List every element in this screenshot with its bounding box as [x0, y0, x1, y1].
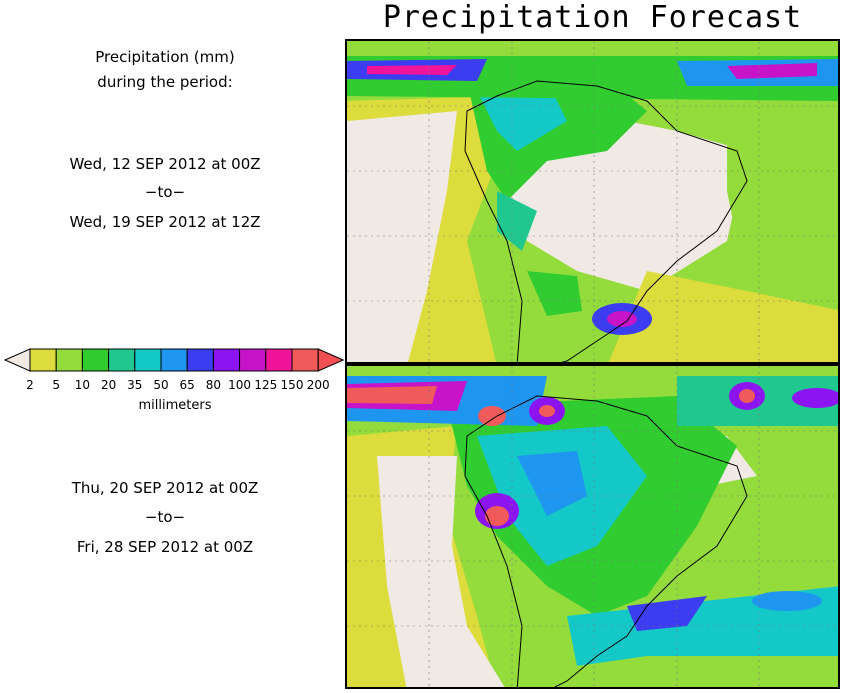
legend-swatch [186, 348, 214, 372]
legend-tick-label: 50 [153, 378, 169, 392]
forecast-map-period1 [345, 39, 840, 364]
period2-end: Fri, 28 SEP 2012 at 00Z [76, 538, 254, 556]
legend-tick-label: 125 [254, 378, 278, 392]
header-line2: during the period: [97, 73, 233, 91]
legend-tick-label: 20 [100, 378, 117, 392]
legend-swatch [81, 348, 110, 372]
legend-tick-label: 2 [26, 378, 34, 392]
period1-start: Wed, 12 SEP 2012 at 00Z [69, 155, 261, 173]
forecast-map-period2 [345, 364, 840, 689]
legend-tick-label: 80 [205, 378, 222, 392]
legend-swatch [55, 348, 83, 372]
page-title: Precipitation Forecast [382, 0, 803, 35]
header-line1: Precipitation (mm) [95, 48, 235, 66]
legend-swatch [212, 348, 241, 372]
legend-swatch [265, 348, 293, 372]
legend-swatch [160, 348, 188, 372]
legend-tick-label: 5 [52, 378, 60, 392]
period1-separator: −to− [144, 183, 186, 201]
legend-tick-label: 65 [179, 378, 195, 392]
legend-swatch [108, 348, 136, 372]
legend-swatch [291, 348, 319, 372]
legend-swatch [239, 348, 267, 372]
legend-arrow-left [3, 348, 31, 372]
legend-colorbar [3, 348, 345, 372]
legend-swatch [29, 348, 57, 372]
period2-start: Thu, 20 SEP 2012 at 00Z [71, 479, 259, 497]
legend-units: millimeters [138, 398, 212, 413]
legend-tick-label: 150 [280, 378, 304, 392]
period2-separator: −to− [144, 508, 186, 526]
legend-tick-label: 10 [74, 378, 91, 392]
legend-tick-label: 200 [306, 378, 330, 392]
legend-arrow-right [317, 348, 345, 372]
legend-swatch [134, 348, 162, 372]
legend-tick-label: 100 [228, 378, 252, 392]
period1-end: Wed, 19 SEP 2012 at 12Z [69, 213, 261, 231]
legend-tick-label: 35 [127, 378, 143, 392]
